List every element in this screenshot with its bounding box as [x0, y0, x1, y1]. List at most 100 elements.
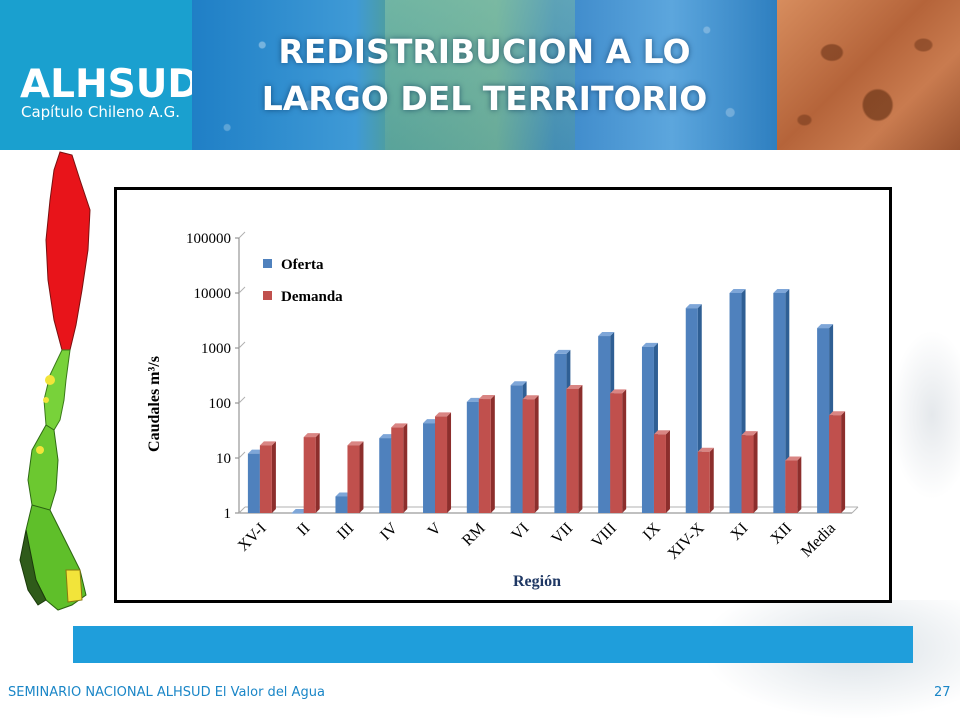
- bar-oferta: [554, 353, 567, 513]
- bar-side-demanda: [665, 430, 670, 513]
- bar-oferta: [641, 346, 654, 513]
- page-number: 27: [934, 685, 951, 700]
- y-tick-label: 100: [209, 396, 232, 412]
- x-tick-label: II: [294, 520, 314, 540]
- bar-demanda: [697, 451, 710, 513]
- bar-top-oferta: [773, 289, 790, 293]
- bar-side-demanda: [797, 456, 802, 513]
- y-tick-depth: [238, 341, 246, 349]
- x-tick-label: XII: [767, 520, 795, 548]
- bar-oferta: [423, 423, 436, 513]
- slide-header: ALHSUD Capítulo Chileno A.G. REDISTRIBUC…: [0, 0, 960, 150]
- x-axis-label: Región: [513, 573, 561, 590]
- bar-top-oferta: [510, 381, 527, 386]
- bar-oferta: [773, 293, 786, 513]
- bar-oferta: [291, 513, 304, 514]
- slide-title-line2: LARGO DEL TERRITORIO: [261, 79, 708, 118]
- bar-demanda: [522, 399, 535, 513]
- x-tick-label: VII: [548, 520, 576, 548]
- bar-demanda: [741, 435, 754, 513]
- bar-oferta: [685, 308, 698, 513]
- y-tick-depth: [238, 396, 246, 404]
- x-tick-label: VIII: [589, 520, 620, 551]
- bar-demanda: [610, 393, 623, 513]
- logo-name: ALHSUD: [20, 62, 200, 107]
- y-tick-label: 10: [216, 451, 231, 467]
- bar-oferta: [510, 385, 523, 513]
- x-tick-label: V: [425, 519, 446, 540]
- leaf-image: [385, 0, 575, 150]
- y-tick-depth: [238, 231, 246, 239]
- chile-map-image: [19, 151, 91, 611]
- legend-swatch-demanda: [263, 291, 272, 300]
- x-tick-label: III: [334, 520, 357, 543]
- bar-top-demanda: [741, 431, 758, 436]
- x-tick-label: XIV-X: [665, 519, 708, 562]
- slide-title-line1: REDISTRIBUCION A LO: [278, 32, 691, 71]
- bar-top-demanda: [610, 389, 627, 394]
- bar-demanda: [653, 434, 666, 513]
- footer-band: [73, 626, 913, 663]
- chart-frame: 1 10 100 1000 10000 100000 XV-I II III IV V RM VI VII…: [114, 187, 892, 603]
- bar-top-demanda: [478, 395, 495, 400]
- bar-demanda: [566, 388, 579, 513]
- bar-top-demanda: [653, 430, 670, 435]
- y-tick-depth: [238, 506, 246, 514]
- bar-top-oferta: [685, 304, 702, 309]
- bar-top-demanda: [566, 384, 583, 389]
- bar-side-demanda: [315, 433, 320, 513]
- bar-top-demanda: [435, 412, 452, 417]
- bar-oferta: [598, 336, 611, 513]
- bar-demanda: [259, 445, 272, 513]
- bar-top-demanda: [347, 441, 364, 446]
- bar-demanda: [829, 415, 842, 513]
- bar-side-oferta: [785, 289, 790, 513]
- bar-top-oferta: [641, 342, 658, 347]
- bar-oferta: [379, 438, 392, 513]
- bar-oferta: [335, 496, 348, 513]
- bar-top-demanda: [522, 395, 539, 400]
- bar-side-demanda: [403, 423, 408, 513]
- bar-top-demanda: [303, 433, 320, 438]
- bar-side-demanda: [753, 431, 758, 513]
- logo: ALHSUD Capítulo Chileno A.G.: [0, 0, 200, 150]
- legend-swatch-oferta: [263, 259, 272, 268]
- bar-demanda: [785, 460, 798, 513]
- bar-top-oferta: [598, 332, 615, 337]
- bar-demanda: [303, 437, 316, 513]
- x-tick-label: IV: [377, 519, 401, 543]
- y-tick-label: 1: [224, 506, 232, 522]
- bar-oferta: [466, 401, 479, 513]
- y-tick-label: 1000: [201, 341, 231, 357]
- x-tick-label: XV-I: [235, 520, 270, 555]
- water-banner-image: [192, 0, 777, 150]
- water-splash-image: [890, 330, 960, 500]
- slide-title: REDISTRIBUCION A LO LARGO DEL TERRITORIO: [192, 28, 777, 122]
- bar-demanda: [391, 427, 404, 513]
- y-tick-label: 10000: [194, 286, 232, 302]
- bar-top-demanda: [697, 447, 714, 452]
- bar-top-demanda: [259, 441, 276, 446]
- y-tick-depth: [238, 451, 246, 459]
- x-tick-label: RM: [459, 520, 489, 550]
- y-tick-label: 100000: [186, 231, 231, 247]
- x-tick-label: Media: [798, 520, 839, 561]
- bar-side-demanda: [447, 412, 452, 513]
- bar-side-demanda: [578, 384, 583, 513]
- floor-side-line: [851, 506, 859, 514]
- bar-top-oferta: [817, 324, 834, 329]
- bar-oferta: [817, 328, 830, 513]
- y-axis-label: Caudales m³/s: [146, 356, 163, 452]
- bar-top-oferta: [554, 349, 571, 354]
- bar-demanda: [347, 445, 360, 513]
- bar-side-demanda: [271, 441, 276, 513]
- x-tick-label: IX: [640, 519, 664, 543]
- bar-side-demanda: [490, 395, 495, 513]
- legend-label-demanda: Demanda: [281, 289, 343, 305]
- bar-side-demanda: [359, 441, 364, 513]
- x-tick-label: VI: [508, 520, 532, 544]
- bar-side-demanda: [841, 411, 846, 513]
- bar-side-demanda: [534, 395, 539, 513]
- bar-top-demanda: [391, 423, 408, 428]
